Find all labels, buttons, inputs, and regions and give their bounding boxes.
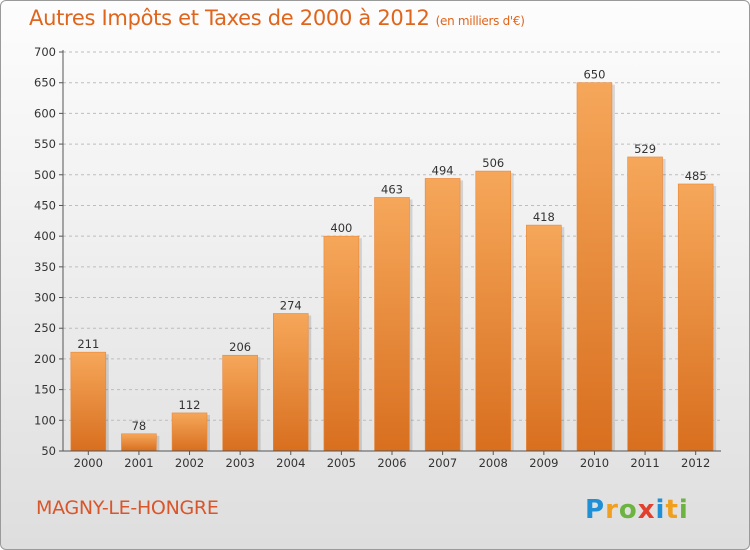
axis-layer: 50 100 150 200 250 300 350 400 450 500 550 600 650 70… bbox=[34, 45, 721, 470]
data-label: 529 bbox=[634, 142, 656, 156]
proxiti-logo: Proxiti bbox=[585, 491, 695, 527]
y-tick-label: 550 bbox=[34, 137, 56, 151]
data-label: 274 bbox=[280, 298, 302, 312]
bar bbox=[576, 82, 613, 452]
x-tick-label: 2008 bbox=[479, 456, 508, 470]
y-tick-label: 600 bbox=[34, 106, 56, 120]
data-label: 485 bbox=[685, 169, 707, 183]
bar bbox=[677, 183, 714, 452]
bar bbox=[424, 178, 461, 452]
bar bbox=[273, 313, 309, 452]
x-tick-label: 2000 bbox=[74, 456, 103, 470]
x-tick-label: 2002 bbox=[175, 456, 204, 470]
x-tick-label: 2010 bbox=[580, 456, 609, 470]
y-tick-label: 450 bbox=[34, 198, 56, 212]
bar bbox=[475, 170, 511, 452]
data-label: 78 bbox=[132, 419, 147, 433]
y-tick-label: 250 bbox=[34, 321, 56, 335]
y-tick-label: 700 bbox=[34, 45, 56, 59]
x-tick-label: 2007 bbox=[428, 456, 457, 470]
y-tick-label: 200 bbox=[34, 352, 56, 366]
bar bbox=[171, 412, 208, 452]
bar bbox=[526, 224, 562, 452]
bar bbox=[121, 433, 157, 452]
data-label: 506 bbox=[482, 156, 504, 170]
x-tick-label: 2012 bbox=[681, 456, 710, 470]
bar-layer: 211 78 112 206 274 400 463 494 506 418 650 529 485 bbox=[70, 68, 717, 452]
bar bbox=[627, 156, 663, 452]
x-tick-label: 2011 bbox=[630, 456, 659, 470]
y-tick-label: 150 bbox=[34, 383, 56, 397]
y-tick-label: 650 bbox=[34, 76, 56, 90]
x-tick-label: 2009 bbox=[529, 456, 558, 470]
y-tick-label: 350 bbox=[34, 260, 56, 274]
data-label: 211 bbox=[77, 337, 99, 351]
chart-title: Autres Impôts et Taxes de 2000 à 2012 (en… bbox=[29, 6, 525, 30]
x-tick-label: 2006 bbox=[377, 456, 406, 470]
y-tick-label: 300 bbox=[34, 291, 56, 305]
bar bbox=[222, 354, 258, 452]
bar bbox=[374, 197, 410, 452]
x-tick-label: 2004 bbox=[276, 456, 305, 470]
svg-text:Proxiti: Proxiti bbox=[585, 495, 689, 525]
data-label: 112 bbox=[179, 398, 201, 412]
chart-subtitle: (en milliers d'€) bbox=[435, 14, 525, 28]
data-label: 206 bbox=[229, 340, 251, 354]
y-tick-label: 400 bbox=[34, 229, 56, 243]
data-label: 494 bbox=[432, 163, 454, 177]
x-tick-label: 2005 bbox=[327, 456, 356, 470]
bar bbox=[323, 235, 360, 452]
x-tick-label: 2003 bbox=[226, 456, 255, 470]
bar bbox=[70, 351, 107, 452]
chart-title-text: Autres Impôts et Taxes de 2000 à 2012 bbox=[29, 6, 430, 30]
y-tick-label: 500 bbox=[34, 168, 56, 182]
y-tick-label: 100 bbox=[34, 413, 56, 427]
data-label: 650 bbox=[583, 68, 605, 82]
data-label: 418 bbox=[533, 210, 555, 224]
data-label: 400 bbox=[330, 221, 352, 235]
town-name: MAGNY-LE-HONGRE bbox=[36, 497, 219, 519]
y-tick-label: 50 bbox=[41, 444, 56, 458]
data-label: 463 bbox=[381, 182, 403, 196]
x-tick-label: 2001 bbox=[124, 456, 153, 470]
